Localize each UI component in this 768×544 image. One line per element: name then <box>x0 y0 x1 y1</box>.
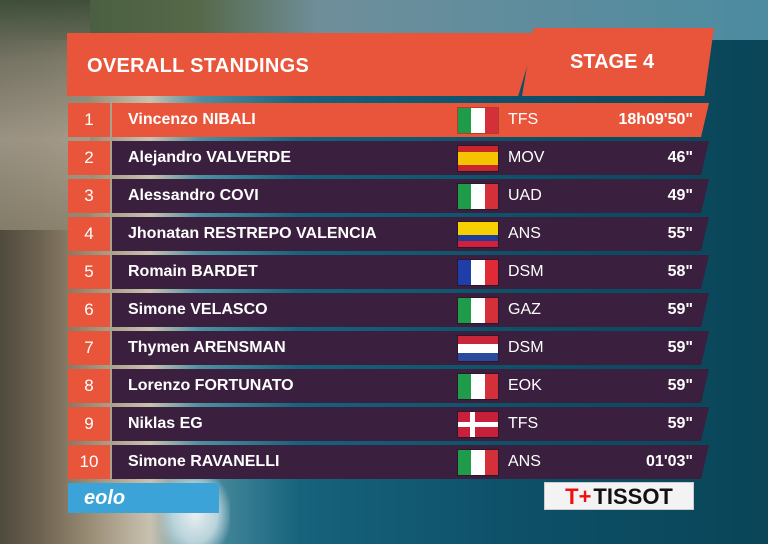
colombia-flag-icon <box>458 222 498 247</box>
rider-name: Simone VELASCO <box>128 301 268 318</box>
rider-name: Simone RAVANELLI <box>128 453 280 470</box>
france-flag-icon <box>458 260 498 285</box>
rider-name: Niklas EG <box>128 415 203 432</box>
time-gap: 59" <box>667 377 693 394</box>
team-code: DSM <box>508 263 544 280</box>
italy-flag-icon <box>458 450 498 475</box>
team-code: TFS <box>508 415 539 432</box>
rank-position: 4 <box>68 217 110 251</box>
denmark-flag-icon <box>458 412 498 437</box>
rider-name: Romain BARDET <box>128 263 258 280</box>
team-code: TFS <box>508 111 539 128</box>
time-gap: 59" <box>667 339 693 356</box>
rank-position: 10 <box>68 445 110 479</box>
gap-cell: 59" <box>576 369 709 403</box>
gap-cell: 55" <box>576 217 709 251</box>
tissot-logo-text: TISSOT <box>593 484 673 509</box>
standings-title: OVERALL STANDINGS <box>87 55 310 77</box>
stage-label: STAGE 4 <box>570 51 655 73</box>
gap-cell: 59" <box>576 293 709 327</box>
time-gap: 59" <box>667 301 693 318</box>
italy-flag-icon <box>458 184 498 209</box>
rider-name: Lorenzo FORTUNATO <box>128 377 294 394</box>
team-code: DSM <box>508 339 544 356</box>
rider-name: Vincenzo NIBALI <box>128 111 256 128</box>
tissot-cross-mark: T+ <box>565 484 592 509</box>
time-gap: 55" <box>667 225 693 242</box>
rank-position: 5 <box>68 255 110 289</box>
team-code: ANS <box>508 453 541 470</box>
gap-cell: 58" <box>576 255 709 289</box>
rider-name: Alessandro COVI <box>128 187 259 204</box>
gap-cell: 49" <box>576 179 709 213</box>
rider-name: Jhonatan RESTREPO VALENCIA <box>128 225 377 242</box>
stage-header: STAGE 4 <box>522 28 714 96</box>
rank-position: 6 <box>68 293 110 327</box>
italy-flag-icon <box>458 374 498 399</box>
team-code: ANS <box>508 225 541 242</box>
italy-flag-icon <box>458 108 498 133</box>
rank-position: 1 <box>68 103 110 137</box>
eolo-logo: eolo <box>68 483 219 513</box>
spain-flag-icon <box>458 146 498 171</box>
team-code: GAZ <box>508 301 541 318</box>
rank-position: 3 <box>68 179 110 213</box>
gap-cell: 46" <box>576 141 709 175</box>
team-code: UAD <box>508 187 542 204</box>
gap-cell: 59" <box>576 331 709 365</box>
gap-cell: 01'03" <box>576 445 709 479</box>
team-code: MOV <box>508 149 545 166</box>
italy-flag-icon <box>458 298 498 323</box>
gap-cell: 59" <box>576 407 709 441</box>
tissot-logo: T+TISSOT <box>544 482 694 510</box>
rider-name: Alejandro VALVERDE <box>128 149 291 166</box>
time-gap: 49" <box>667 187 693 204</box>
gap-cell: 18h09'50" <box>576 103 709 137</box>
rank-position: 7 <box>68 331 110 365</box>
rank-position: 2 <box>68 141 110 175</box>
time-gap: 46" <box>667 149 693 166</box>
time-gap: 01'03" <box>646 453 693 470</box>
standings-header: OVERALL STANDINGS <box>67 33 537 96</box>
time-gap: 18h09'50" <box>618 111 693 128</box>
netherlands-flag-icon <box>458 336 498 361</box>
rider-name: Thymen ARENSMAN <box>128 339 286 356</box>
eolo-logo-text: eolo <box>84 487 126 509</box>
time-gap: 58" <box>667 263 693 280</box>
team-code: EOK <box>508 377 542 394</box>
rank-position: 8 <box>68 369 110 403</box>
time-gap: 59" <box>667 415 693 432</box>
rank-position: 9 <box>68 407 110 441</box>
